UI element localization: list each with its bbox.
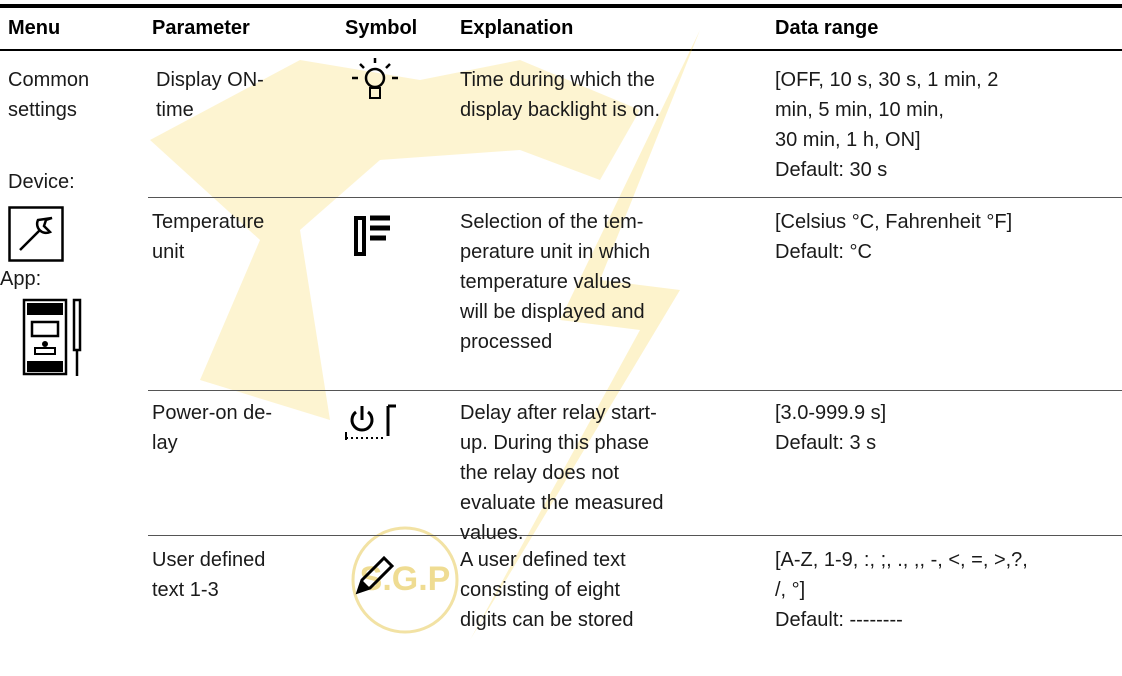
explanation: Selection of the tem- bbox=[460, 211, 644, 233]
explanation: up. During this phase bbox=[460, 432, 650, 454]
data-range: min, 5 min, 10 min, bbox=[775, 99, 944, 121]
parameter: text 1-3 bbox=[152, 579, 219, 601]
data-range: [OFF, 10 s, 30 s, 1 min, 2 bbox=[775, 69, 999, 91]
parameter: User defined bbox=[152, 549, 266, 571]
explanation: consisting of eight bbox=[460, 579, 621, 601]
explanation: processed bbox=[460, 331, 553, 353]
parameter: unit bbox=[152, 241, 185, 263]
device-label: Device: bbox=[8, 171, 75, 193]
parameter: Power-on de- bbox=[152, 402, 273, 424]
device-icon bbox=[8, 206, 64, 262]
menu-text: Common bbox=[8, 69, 90, 91]
explanation: Time during which the bbox=[460, 69, 655, 91]
row-rule bbox=[148, 197, 1122, 198]
pencil-symbol bbox=[355, 555, 395, 595]
parameter: time bbox=[156, 99, 194, 121]
app-icon bbox=[22, 298, 82, 376]
column-header: Data range bbox=[775, 17, 879, 39]
top-rule bbox=[0, 4, 1122, 8]
explanation: A user defined text bbox=[460, 549, 626, 571]
temperature-symbol bbox=[354, 215, 390, 256]
explanation: evaluate the measured bbox=[460, 492, 664, 514]
menu-text: settings bbox=[8, 99, 77, 121]
power-delay-symbol bbox=[345, 404, 396, 440]
column-header: Menu bbox=[8, 17, 61, 39]
data-range: [A-Z, 1-9, :, ;, ., ,, -, <, =, >,?, bbox=[775, 549, 1028, 571]
explanation: will be displayed and bbox=[460, 301, 645, 323]
explanation: the relay does not bbox=[460, 462, 619, 484]
bulb-symbol bbox=[352, 58, 398, 99]
parameter: lay bbox=[152, 432, 178, 454]
explanation: display backlight is on. bbox=[460, 99, 661, 121]
data-range: [3.0-999.9 s] bbox=[775, 402, 887, 424]
explanation: digits can be stored bbox=[460, 609, 634, 631]
explanation: temperature values bbox=[460, 271, 632, 293]
explanation: perature unit in which bbox=[460, 241, 651, 263]
data-range: 30 min, 1 h, ON] bbox=[775, 129, 921, 151]
data-range: /, °] bbox=[775, 579, 806, 601]
data-range: Default: 30 s bbox=[775, 159, 888, 181]
data-range: [Celsius °C, Fahrenheit °F] bbox=[775, 211, 1013, 233]
app-label: App: bbox=[0, 268, 42, 290]
header-rule bbox=[0, 49, 1122, 51]
data-range: Default: °C bbox=[775, 241, 872, 263]
column-header: Explanation bbox=[460, 17, 574, 39]
row-rule bbox=[148, 535, 1122, 536]
parameter: Display ON- bbox=[156, 69, 264, 91]
explanation: values. bbox=[460, 522, 524, 544]
row-rule bbox=[148, 390, 1122, 391]
explanation: Delay after relay start- bbox=[460, 402, 657, 424]
column-header: Symbol bbox=[345, 17, 418, 39]
parameter: Temperature bbox=[152, 211, 265, 233]
data-range: Default: 3 s bbox=[775, 432, 877, 454]
column-header: Parameter bbox=[152, 17, 250, 39]
data-range: Default: -------- bbox=[775, 609, 903, 631]
